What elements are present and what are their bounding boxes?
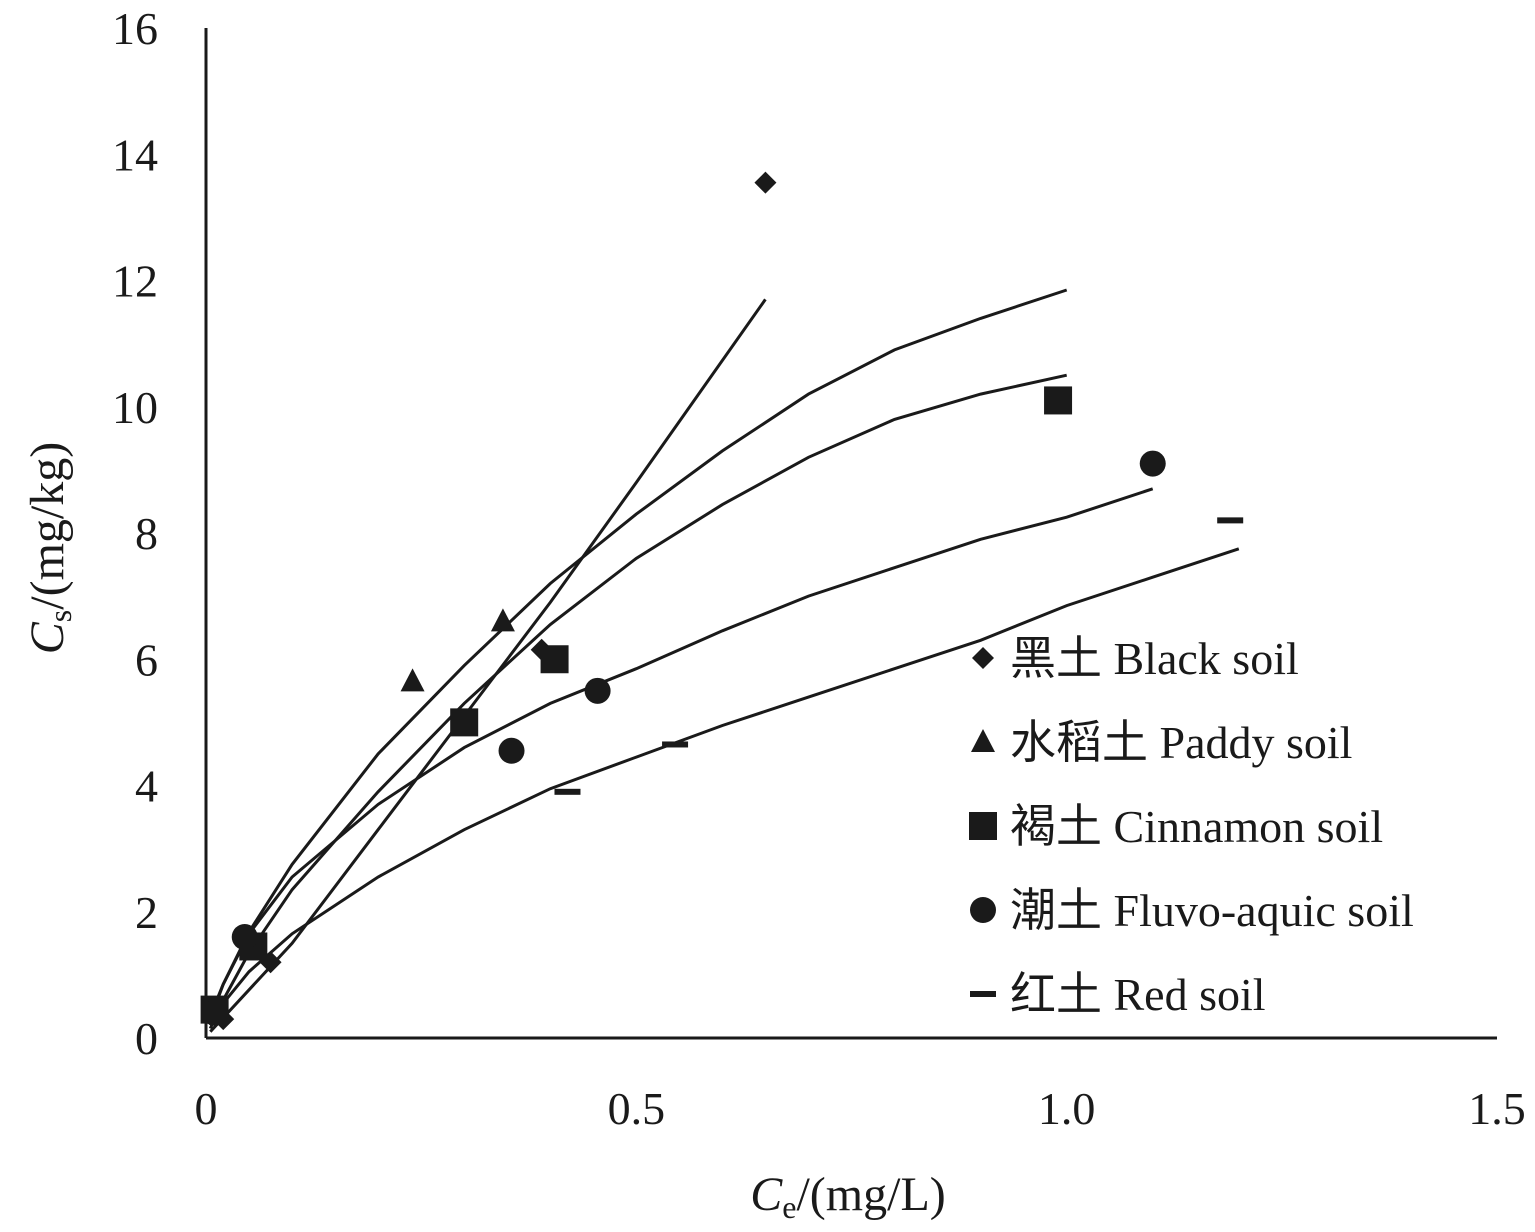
x-tick-label: 1.5 <box>1468 1083 1526 1134</box>
legend-marker-dash <box>970 991 996 997</box>
legend-marker-triangle <box>971 729 995 752</box>
x-axis-title: Ce/(mg/L) <box>750 1168 946 1225</box>
legend-marker-square <box>969 812 997 840</box>
y-tick-label: 12 <box>112 256 158 307</box>
legend-label: 潮土 Fluvo-aquic soil <box>1010 885 1414 936</box>
x-tick-label: 1.0 <box>1038 1083 1096 1134</box>
data-point-dash <box>662 741 689 748</box>
y-axis-title: Cs/(mg/kg) <box>21 442 78 654</box>
y-tick-label: 4 <box>135 761 158 812</box>
data-point-square <box>450 708 479 737</box>
data-point-circle <box>584 677 611 704</box>
y-tick-label: 14 <box>112 129 158 180</box>
data-point-dash <box>554 788 581 795</box>
data-point-dash <box>1217 517 1244 524</box>
fit-line-dash <box>209 547 1240 1027</box>
y-tick-label: 0 <box>135 1013 158 1064</box>
data-point-circle <box>1139 450 1166 477</box>
y-tick-labels: 0 2 4 6 8 10 12 14 16 <box>112 3 158 1064</box>
legend: 黑土 Black soil 水稻土 Paddy soil 褐土 Cinnamon s… <box>969 633 1414 1020</box>
x-tick-label: 0.5 <box>608 1083 666 1134</box>
legend-label: 红土 Red soil <box>1010 969 1266 1020</box>
legend-label: 水稻土 Paddy soil <box>1010 717 1352 768</box>
axes <box>204 28 1497 1040</box>
data-point-circle <box>201 999 228 1026</box>
data-point-triangle <box>400 668 425 692</box>
y-tick-label: 6 <box>135 634 158 685</box>
legend-label: 褐土 Cinnamon soil <box>1010 801 1383 852</box>
data-point-circle <box>231 924 258 950</box>
data-point-square <box>540 645 569 674</box>
legend-marker-diamond <box>972 647 994 669</box>
y-tick-label: 16 <box>112 3 158 54</box>
data-point-circle <box>498 737 525 764</box>
data-point-square <box>1044 386 1073 415</box>
fit-line-square <box>208 373 1068 1030</box>
y-tick-label: 8 <box>135 508 158 559</box>
fit-line-diamond <box>209 298 767 1033</box>
y-tick-label: 2 <box>135 887 158 938</box>
x-tick-labels: 0 0.5 1.0 1.5 <box>195 1083 1526 1134</box>
data-point-triangle <box>490 608 515 632</box>
legend-marker-circle <box>970 897 996 923</box>
y-tick-label: 10 <box>112 382 158 433</box>
legend-label: 黑土 Black soil <box>1010 633 1299 684</box>
data-point-diamond <box>754 171 777 194</box>
x-tick-label: 0 <box>195 1083 218 1134</box>
